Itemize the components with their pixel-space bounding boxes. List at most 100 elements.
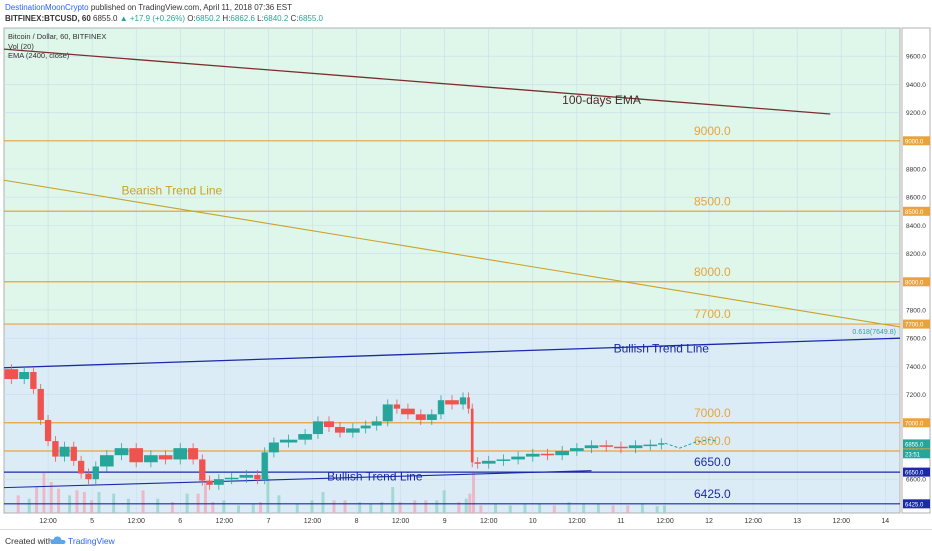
- volume-bar-10: [90, 500, 94, 513]
- volume-bar-13: [126, 498, 130, 513]
- candle-body-6: [52, 441, 59, 457]
- volume-bar-33: [369, 503, 373, 513]
- volume-bar-8: [75, 490, 79, 513]
- candle-body-7: [59, 446, 70, 457]
- candle-body-26: [268, 442, 279, 453]
- y-tick-label-10: 8600.0: [906, 195, 926, 202]
- candle-body-52: [570, 448, 584, 451]
- candle-body-9: [77, 460, 85, 474]
- level-label-3: 7700.0: [694, 307, 731, 321]
- tradingview-brand-link[interactable]: TradingView: [68, 536, 115, 546]
- volume-bar-54: [611, 505, 615, 513]
- level-axis-badge-7: [903, 499, 930, 509]
- candle-body-25: [261, 452, 268, 480]
- candle-body-13: [114, 448, 129, 456]
- volume-bar-34: [380, 502, 384, 513]
- volume-bar-44: [472, 473, 476, 513]
- x-tick-label-10: 12:00: [480, 518, 498, 525]
- fib-label: 0.618(7649.8): [852, 329, 896, 336]
- candle-body-54: [599, 445, 614, 447]
- x-tick-label-11: 10: [529, 518, 537, 525]
- level-axis-badge-3: [903, 319, 930, 329]
- candle-body-20: [206, 480, 213, 485]
- y-tick-label-5: 7600.0: [906, 336, 926, 343]
- legend-ema: EMA (2400, close): [8, 51, 70, 60]
- candle-body-35: [382, 404, 393, 422]
- x-tick-label-13: 11: [617, 518, 624, 525]
- candle-body-17: [173, 448, 188, 460]
- volume-bar-6: [57, 488, 61, 513]
- x-tick-label-3: 6: [178, 518, 182, 525]
- x-tick-label-16: 12:00: [744, 518, 762, 525]
- x-tick-label-5: 7: [266, 518, 270, 525]
- axis-badge-0: [903, 439, 930, 449]
- volume-bar-51: [567, 502, 571, 513]
- volume-bar-50: [552, 505, 556, 513]
- candle-body-38: [415, 414, 426, 420]
- volume-bar-37: [413, 500, 417, 513]
- x-tick-label-1: 5: [90, 518, 94, 525]
- level-axis-label-1: 8500.0: [905, 210, 924, 216]
- candle-body-3: [30, 372, 37, 389]
- candle-body-34: [371, 421, 382, 426]
- candle-body-55: [614, 446, 628, 449]
- volume-bar-23: [251, 503, 255, 513]
- volume-bar-47: [508, 505, 512, 513]
- candle-body-32: [346, 428, 360, 433]
- volume-bar-16: [170, 502, 174, 513]
- y-tick-label-9: 8400.0: [906, 223, 926, 230]
- volume-bar-27: [295, 503, 299, 513]
- y-tick-label-11: 8800.0: [906, 166, 926, 173]
- author-link[interactable]: DestinationMoonCrypto: [5, 3, 89, 12]
- x-tick-label-14: 12:00: [656, 518, 674, 525]
- candle-body-51: [555, 450, 570, 456]
- candle-body-11: [92, 466, 99, 480]
- candle-body-37: [401, 408, 415, 415]
- level-axis-badge-2: [903, 277, 930, 287]
- candle-body-39: [426, 414, 437, 420]
- x-tick-label-15: 12: [705, 518, 713, 525]
- volume-bar-19: [203, 482, 207, 513]
- candle-body-50: [540, 453, 555, 456]
- y-tick-label-15: 9600.0: [906, 54, 926, 61]
- volume-bar-46: [494, 503, 498, 513]
- plot-frame: [3, 27, 901, 514]
- volume-bar-48: [523, 503, 527, 513]
- y-tick-label-3: 7200.0: [906, 392, 926, 399]
- candle-body-44: [470, 408, 474, 463]
- candle-body-5: [44, 419, 52, 442]
- volume-bar-24: [259, 502, 263, 513]
- annotation-0: 100-days EMA: [562, 93, 641, 107]
- chart-legend: Bitcoin / Dollar, 60, BITFINEX Vol (20) …: [8, 32, 106, 61]
- level-axis-badge-4: [903, 418, 930, 428]
- volume-bar-4: [42, 473, 46, 513]
- tradingview-cloud-icon[interactable]: [50, 535, 66, 545]
- candle-body-40: [437, 400, 445, 415]
- volume-bar-40: [442, 490, 446, 513]
- candle-body-19: [199, 459, 206, 481]
- price-chart[interactable]: 12:00 5 12:00 6 12:00 7 12:00 8 12:00 9 12:00 10 12:…: [0, 26, 932, 529]
- volume-bar-30: [332, 500, 336, 513]
- candle-body-18: [188, 448, 199, 460]
- candle-body-47: [496, 459, 511, 461]
- volume-bar-52: [582, 503, 586, 513]
- volume-bar-57: [655, 506, 659, 513]
- x-tick-label-8: 12:00: [392, 518, 410, 525]
- axis-badge-label-1: 23:51: [905, 452, 921, 458]
- level-axis-label-4: 7000.0: [905, 421, 924, 427]
- candle-body-41: [445, 400, 459, 405]
- candle-body-28: [298, 434, 312, 440]
- volume-bar-38: [424, 500, 428, 513]
- bullish-trend-line-upper: [3, 337, 901, 369]
- candle-body-12: [99, 455, 114, 467]
- volume-bar-20: [211, 502, 215, 513]
- volume-bar-56: [640, 503, 644, 513]
- level-label-6: 6650.0: [694, 455, 731, 469]
- level-axis-label-2: 8000.0: [905, 280, 924, 286]
- volume-bar-14: [141, 490, 145, 513]
- price-axis: [901, 27, 931, 514]
- level-axis-label-7: 6425.0: [905, 502, 924, 508]
- legend-volume: Vol (20): [8, 41, 34, 51]
- candle-body-14: [129, 448, 144, 463]
- legend-title: Bitcoin / Dollar, 60, BITFINEX: [8, 32, 107, 41]
